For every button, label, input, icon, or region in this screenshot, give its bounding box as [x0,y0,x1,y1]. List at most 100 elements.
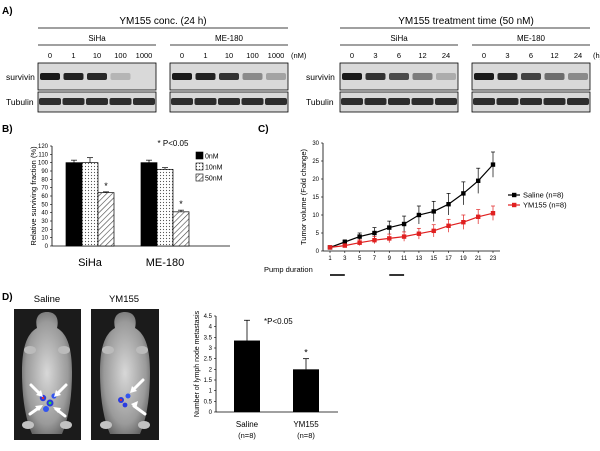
significance-note: * P<0.05 [158,139,189,148]
y-tick-label: 30 [312,141,319,147]
survivin-band [110,73,131,80]
y-tick-label: 15 [312,195,319,201]
blot-title: YM155 treatment time (50 nM) [398,16,534,27]
bar [156,168,174,247]
x-tick-label: 11 [401,256,408,262]
legend-swatch [195,162,204,171]
bar [172,211,190,247]
data-point [357,234,362,239]
tubulin-band [86,98,108,105]
survivin-band [521,73,541,80]
legend-marker [512,192,517,198]
y-tick-label: 10 [312,213,319,219]
lane-label: 3 [373,51,377,60]
y-tick-label: 0 [45,244,49,250]
x-tick-label: 9 [388,256,392,262]
y-tick-label: 4.5 [204,314,213,320]
tubulin-band [473,98,495,105]
western-blot-panel-a: survivin Tubulin YM155 conc. (24 h) SiHa 0 1 1… [6,16,600,113]
legend-label: 10nM [205,165,223,172]
y-tick-label: 2 [209,367,213,373]
y-tick-label: 5 [316,231,320,237]
y-tick-label: 50 [41,202,48,208]
x-tick-label: 21 [475,256,482,262]
lane-label: 0 [350,51,354,60]
survivin-band [389,73,409,80]
cell-line-label: ME-180 [215,34,244,43]
y-tick-label: 40 [41,211,48,217]
category-label: ME-180 [146,257,185,269]
data-point [475,178,481,183]
blot-title: YM155 conc. (24 h) [119,16,206,27]
tubulin-band [435,98,457,105]
significance-star: * [304,348,308,358]
y-tick-label: 100 [38,161,49,167]
legend-label: 50nM [205,176,223,183]
tubulin-band [543,98,566,105]
tubulin-band [496,98,519,105]
survivin-band [365,73,386,80]
x-axis-label: Pump duration [264,265,313,274]
cell-line-label: SiHa [88,34,106,43]
lane-label: 100 [246,51,259,60]
y-tick-label: 60 [41,194,48,200]
row-label-tubulin: Tubulin [6,97,34,107]
lane-label: 1 [71,51,75,60]
survivin-band [342,73,362,80]
data-point [327,245,333,250]
survivin-band [195,73,216,80]
survivin-band [40,73,60,80]
x-tick-label: 23 [490,256,497,262]
lane-label: 24 [574,51,582,60]
legend-label: 0nM [205,154,219,161]
y-axis-label: Tumor volume (Fold change) [299,148,308,245]
survivin-band [497,73,518,80]
row-label-survivin: survivin [306,72,335,82]
mouse-image-saline [14,309,81,440]
lane-label: 24 [442,51,450,60]
data-point [387,225,392,230]
survivin-band [474,73,494,80]
image-label-ym155: YM155 [109,294,139,305]
survivin-band [544,73,565,80]
tubulin-band [218,98,240,105]
x-tick-label: 13 [416,256,423,262]
data-point [431,228,436,234]
x-tick-label: 5 [358,256,362,262]
bar [97,192,115,247]
category-n-label: (n=8) [297,431,315,440]
legend-swatch [195,173,204,182]
lane-label: 1000 [136,51,153,60]
lane-label: 6 [397,51,401,60]
y-tick-label: 0 [316,249,320,255]
survivin-band [87,73,107,80]
y-tick-label: 3.5 [204,335,213,341]
tubulin-band [171,98,193,105]
mouse-image-ym155 [91,309,159,440]
y-tick-label: 2.5 [204,357,213,363]
bar [234,340,260,412]
x-tick-label: 7 [373,256,377,262]
x-tick-label: 19 [460,256,467,262]
tubulin-band [109,98,132,105]
survivin-band [568,73,588,80]
data-point [461,220,466,225]
lane-label: 0 [180,51,184,60]
y-tick-label: 70 [41,186,48,192]
data-point [372,238,377,243]
y-tick-label: 0 [209,410,213,416]
category-label: Saline [236,420,259,429]
data-point [401,234,407,239]
unit-label: (h) [593,51,600,60]
y-tick-label: 20 [41,227,48,233]
row-label-tubulin: Tubulin [306,97,334,107]
data-point [446,202,451,207]
significance-star: * [104,181,108,191]
survivin-band [436,73,456,80]
category-n-label: (n=8) [238,431,256,440]
lane-label: 1000 [268,51,285,60]
significance-star: * [179,199,183,209]
data-point [461,191,466,196]
lane-label: 3 [505,51,509,60]
